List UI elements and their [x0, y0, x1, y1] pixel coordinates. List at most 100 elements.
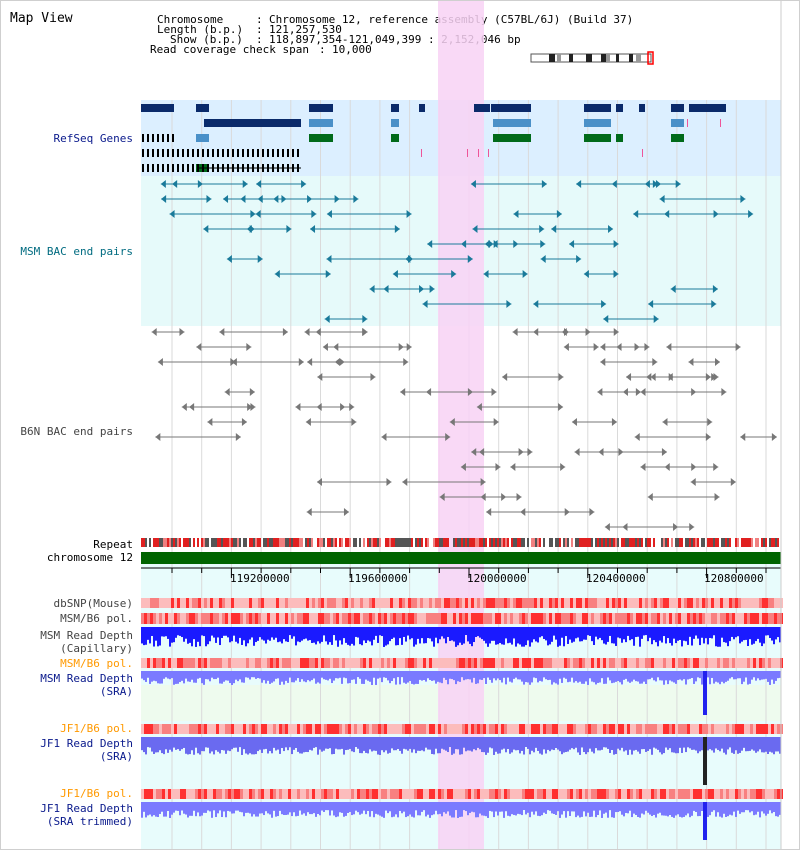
track-label-jf1-depth[interactable]: JF1 Read Depth	[40, 737, 133, 750]
read-depth-bar	[223, 737, 225, 751]
heat-cell	[432, 724, 435, 734]
heat-cell	[666, 598, 669, 608]
read-depth-bar	[435, 671, 437, 684]
heat-cell	[609, 598, 612, 608]
heat-cell	[615, 724, 618, 734]
read-depth-bar	[627, 627, 629, 636]
read-depth-bar	[319, 627, 321, 644]
heat-cell	[675, 658, 678, 668]
read-depth-bar	[293, 737, 295, 750]
track-label-msm-depth-sra[interactable]: MSM Read Depth	[40, 672, 133, 685]
track-label-msm-b6-pol[interactable]: MSM/B6 pol.	[60, 612, 133, 625]
heat-cell	[753, 724, 756, 734]
heat-cell	[672, 724, 675, 734]
read-depth-bar	[405, 671, 407, 684]
track-label-b6n-bac[interactable]: B6N BAC end pairs	[20, 425, 133, 438]
track-label-jf1-pol[interactable]: JF1/B6 pol.	[60, 722, 133, 735]
heat-cell	[591, 598, 594, 608]
heat-cell	[693, 789, 696, 799]
heat-cell	[729, 658, 732, 668]
refseq-exon	[262, 149, 264, 157]
read-depth-bar	[221, 802, 223, 818]
heat-cell	[414, 658, 417, 668]
repeat-element	[457, 538, 459, 547]
track-label-msm-depth-capillary[interactable]: MSM Read Depth	[40, 629, 133, 642]
read-depth-bar	[291, 802, 293, 817]
read-depth-bar	[607, 671, 609, 678]
read-depth-bar	[515, 627, 517, 647]
msm-bac-pair-end	[576, 255, 582, 263]
read-depth-bar	[465, 627, 467, 636]
refseq-exon	[152, 134, 154, 142]
heat-cell	[237, 658, 240, 668]
heat-cell	[522, 658, 525, 668]
read-depth-bar	[441, 627, 443, 637]
heat-cell	[288, 724, 291, 734]
repeat-element	[417, 538, 419, 547]
track-label-msm-b6-pol-2[interactable]: MSM/B6 pol.	[60, 657, 133, 670]
heat-cell	[462, 598, 465, 608]
heat-cell	[366, 598, 369, 608]
track-label-dbsnp[interactable]: dbSNP(Mouse)	[53, 597, 133, 610]
repeat-element	[481, 538, 483, 547]
track-label-jf1-depth-trimmed[interactable]: JF1 Read Depth	[40, 802, 133, 815]
read-depth-bar	[397, 671, 399, 678]
read-depth-bar	[483, 737, 485, 753]
heat-cell	[684, 658, 687, 668]
read-depth-bar	[569, 737, 571, 750]
heat-cell	[699, 598, 702, 608]
read-depth-bar	[717, 802, 719, 813]
read-depth-bar	[717, 627, 719, 647]
read-depth-bar	[329, 671, 331, 679]
heat-cell	[651, 613, 654, 624]
track-label-repeat[interactable]: Repeat	[93, 538, 133, 551]
heat-cell	[273, 613, 276, 624]
b6n-bac-pair-end	[647, 493, 653, 501]
track-label-refseq-genes[interactable]: RefSeq Genes	[53, 132, 133, 145]
track-label-jf1-pol-2[interactable]: JF1/B6 pol.	[60, 787, 133, 800]
read-depth-bar	[361, 737, 363, 754]
heat-cell	[600, 724, 603, 734]
read-depth-bar	[365, 737, 367, 753]
read-depth-bar	[235, 671, 237, 680]
refseq-exon	[162, 164, 164, 172]
read-depth-bar	[531, 737, 533, 751]
track-label-msm-bac[interactable]: MSM BAC end pairs	[20, 245, 133, 258]
heat-cell	[360, 789, 363, 799]
read-depth-bar	[337, 802, 339, 817]
heat-cell	[552, 613, 555, 624]
heat-cell	[585, 789, 588, 799]
read-depth-bar	[411, 627, 413, 639]
read-depth-bar	[427, 671, 429, 679]
read-depth-bar	[357, 627, 359, 638]
repeat-element	[533, 538, 535, 547]
b6n-bac-pair-end	[652, 358, 658, 366]
track-label-chromosome[interactable]: chromosome 12	[46, 551, 133, 564]
b6n-bac-pair-end	[574, 448, 580, 456]
msm-bac-pair-end	[613, 270, 619, 278]
read-depth-bar	[283, 671, 285, 685]
read-depth-bar	[243, 802, 245, 817]
repeat-element	[627, 538, 629, 547]
read-depth-bar	[745, 671, 747, 678]
heat-cell	[276, 613, 279, 624]
heat-cell	[591, 724, 594, 734]
read-depth-bar	[479, 802, 481, 814]
read-depth-bar	[149, 802, 151, 815]
refseq-gene	[616, 134, 623, 142]
heat-cell	[711, 598, 714, 608]
read-depth-bar	[539, 802, 541, 817]
heat-cell	[228, 613, 231, 624]
heat-cell	[507, 598, 510, 608]
read-depth-bar	[421, 671, 423, 681]
heat-cell	[627, 789, 630, 799]
read-depth-bar	[237, 671, 239, 682]
heat-cell	[753, 613, 756, 624]
heat-cell	[696, 789, 699, 799]
read-depth-bar	[581, 627, 583, 642]
read-depth-bar	[185, 671, 187, 679]
heat-cell	[654, 598, 657, 608]
repeat-element	[517, 538, 519, 547]
heat-cell	[663, 724, 666, 734]
